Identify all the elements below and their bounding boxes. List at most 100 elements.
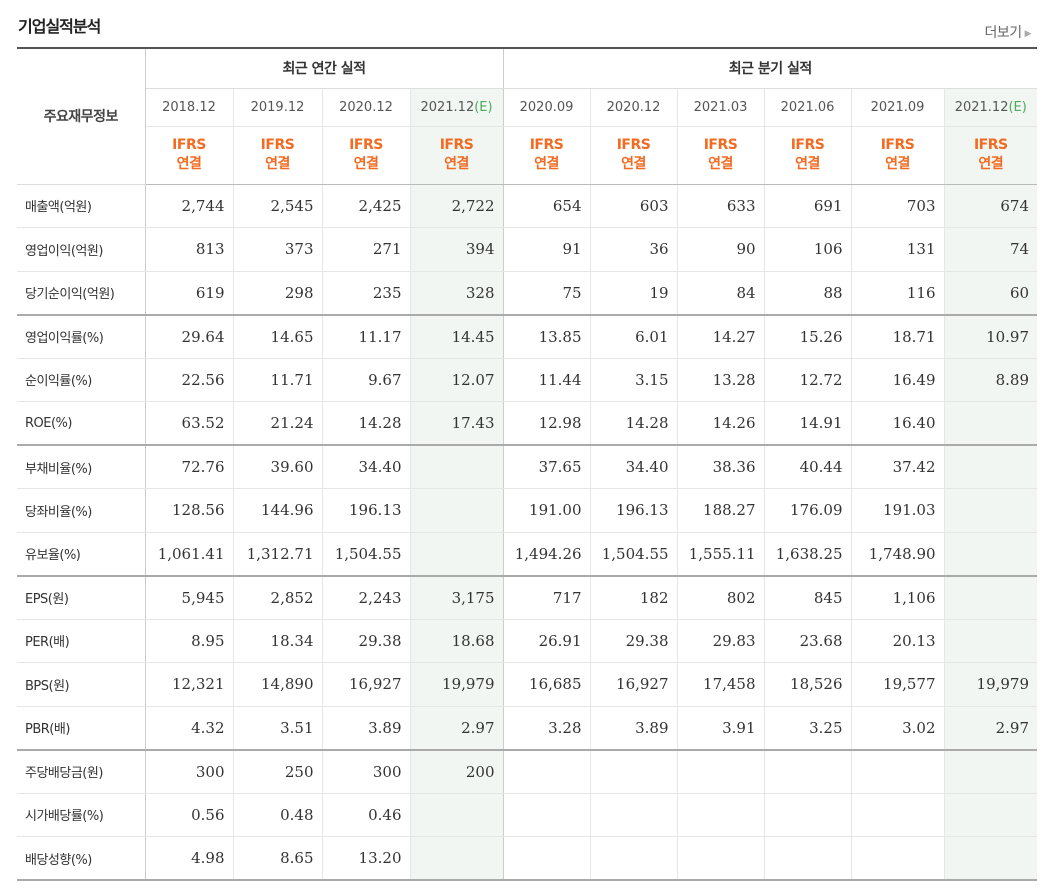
table-cell: 15.26: [764, 313, 852, 359]
table-cell: [944, 793, 1038, 837]
table-cell: 12.98: [503, 401, 591, 446]
table-row: EPS(원) 5,945 2,852 2,243 3,175 717 182 802 845 1,…: [17, 574, 1038, 620]
table-cell: 12.07: [410, 358, 504, 402]
table-cell: [944, 444, 1038, 489]
table-cell: [677, 793, 765, 837]
table-cell: [851, 793, 945, 837]
table-cell: 16.40: [851, 401, 945, 446]
table-cell: 191.00: [503, 488, 591, 533]
table-row: BPS(원) 12,321 14,890 16,927 19,979 16,685 16,9…: [17, 662, 1038, 707]
table-cell: 250: [233, 748, 323, 794]
table-cell: [944, 401, 1038, 446]
table-cell: 1,312.71: [233, 532, 323, 576]
table-cell: [764, 836, 852, 881]
row-label: PER(배): [17, 619, 146, 663]
table-cell: 128.56: [145, 488, 234, 533]
table-row: 시가배당률(%) 0.56 0.48 0.46: [17, 793, 1038, 837]
table-cell: 3.02: [851, 706, 945, 750]
table-cell: 2.97: [410, 706, 504, 750]
ifrs-header: IFRS 연결: [503, 126, 591, 185]
ifrs-header: IFRS 연결: [851, 126, 945, 185]
table-cell: 2.97: [944, 706, 1038, 750]
ifrs-header: IFRS 연결: [322, 126, 411, 185]
table-cell: 3.28: [503, 706, 591, 750]
table-cell: 188.27: [677, 488, 765, 533]
table-cell: 18.34: [233, 619, 323, 663]
table-cell: 1,555.11: [677, 532, 765, 576]
row-label: 매출액(억원): [17, 184, 146, 228]
table-cell: 2,545: [233, 184, 323, 228]
table-cell: 300: [322, 748, 411, 794]
table-cell: 6.01: [590, 313, 678, 359]
financial-table: 주요재무정보 최근 연간 실적 최근 분기 실적 2018.12 2019.12 2…: [17, 47, 1038, 881]
period-header: 2019.12: [233, 88, 323, 127]
table-cell: 19,979: [410, 662, 504, 707]
table-cell: 19,577: [851, 662, 945, 707]
table-cell: 271: [322, 227, 411, 272]
more-link[interactable]: 더보기 ▶: [984, 22, 1031, 42]
table-cell: [944, 619, 1038, 663]
consolidated-label: 연결: [978, 156, 1004, 172]
row-label: 영업이익(억원): [17, 227, 146, 272]
row-label: PBR(배): [17, 706, 146, 750]
more-label: 더보기: [984, 25, 1022, 41]
consolidated-label: 연결: [621, 156, 646, 172]
table-cell: [410, 444, 504, 489]
period-label: 2021.03: [693, 99, 748, 115]
table-cell: [410, 532, 504, 576]
table-cell: 2,722: [410, 184, 504, 228]
table-cell: 1,748.90: [851, 532, 945, 576]
table-cell: 845: [764, 574, 852, 620]
table-cell: 16,927: [590, 662, 678, 707]
ifrs-label: IFRS: [616, 137, 651, 153]
table-cell: 63.52: [145, 401, 234, 446]
table-cell: 13.20: [322, 836, 411, 881]
table-cell: [590, 748, 678, 794]
table-cell: 12,321: [145, 662, 234, 707]
table-cell: 19: [590, 271, 678, 315]
table-cell: [410, 836, 504, 881]
period-header: 2020.12: [322, 88, 411, 127]
header-label-col: 주요재무정보: [17, 47, 146, 185]
estimate-marker: (E): [474, 99, 493, 115]
row-label: BPS(원): [17, 662, 146, 707]
table-cell: [677, 748, 765, 794]
ifrs-label: IFRS: [973, 137, 1008, 153]
table-cell: 22.56: [145, 358, 234, 402]
table-cell: 674: [944, 184, 1038, 228]
table-cell: 38.36: [677, 444, 765, 489]
consolidated-label: 연결: [444, 156, 469, 172]
table-cell: 235: [322, 271, 411, 315]
table-cell: 16,685: [503, 662, 591, 707]
period-header: 2021.12(E): [944, 88, 1038, 127]
table-cell: 12.72: [764, 358, 852, 402]
table-cell: 691: [764, 184, 852, 228]
table-cell: 17.43: [410, 401, 504, 446]
period-label: 2021.06: [780, 99, 835, 115]
table-cell: 20.13: [851, 619, 945, 663]
table-row: 배당성향(%) 4.98 8.65 13.20: [17, 836, 1038, 881]
table-row: 순이익률(%) 22.56 11.71 9.67 12.07 11.44 3.15 13.28…: [17, 358, 1038, 402]
table-cell: 8.65: [233, 836, 323, 881]
table-cell: 196.13: [322, 488, 411, 533]
table-cell: 91: [503, 227, 591, 272]
table-cell: [944, 836, 1038, 881]
table-cell: 717: [503, 574, 591, 620]
table-cell: 8.95: [145, 619, 234, 663]
table-cell: 9.67: [322, 358, 411, 402]
row-label: 유보율(%): [17, 532, 146, 576]
table-cell: 300: [145, 748, 234, 794]
table-cell: 196.13: [590, 488, 678, 533]
table-cell: 0.56: [145, 793, 234, 837]
table-cell: 2,243: [322, 574, 411, 620]
table-cell: 13.28: [677, 358, 765, 402]
period-label: 2019.12: [250, 99, 305, 115]
period-header: 2021.12(E): [410, 88, 504, 127]
table-cell: 654: [503, 184, 591, 228]
period-label: 2020.12: [339, 99, 393, 115]
table-cell: 60: [944, 271, 1038, 315]
table-cell: [851, 836, 945, 881]
table-cell: 2,744: [145, 184, 234, 228]
table-cell: [944, 532, 1038, 576]
table-cell: 37.65: [503, 444, 591, 489]
